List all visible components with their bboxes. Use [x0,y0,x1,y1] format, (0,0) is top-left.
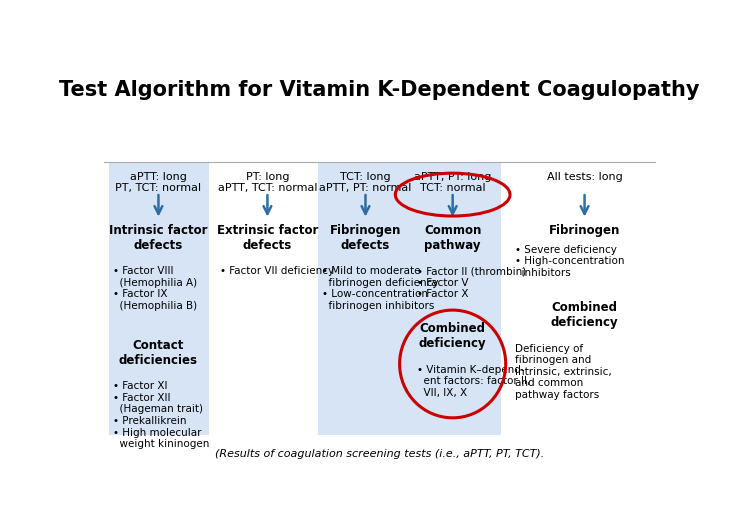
Bar [318,162,412,435]
Text: • Mild to moderate
  fibrinogen deficiency
• Low-concentration
  fibrinogen inhi: • Mild to moderate fibrinogen deficiency… [323,266,439,311]
Text: Test Algorithm for Vitamin K-Dependent Coagulopathy: Test Algorithm for Vitamin K-Dependent C… [59,80,699,100]
Text: • Factor VIII
  (Hemophilia A)
• Factor IX
  (Hemophilia B): • Factor VIII (Hemophilia A) • Factor IX… [113,266,198,311]
Bar [412,162,502,435]
Text: Common
pathway: Common pathway [424,224,481,252]
Text: • Vitamin K–depend-
  ent factors: factor II,
  VII, IX, X: • Vitamin K–depend- ent factors: factor … [417,365,531,398]
Text: All tests: long: All tests: long [547,172,622,182]
Bar [109,162,209,435]
Text: Combined
deficiency: Combined deficiency [419,322,486,350]
Text: aPTT, PT: long
TCT: normal: aPTT, PT: long TCT: normal [414,172,491,193]
Text: • Factor II (thrombin)
• Factor V
• Factor X: • Factor II (thrombin) • Factor V • Fact… [417,266,526,299]
Text: Intrinsic factor
defects: Intrinsic factor defects [110,224,208,252]
Text: (Results of coagulation screening tests (i.e., aPTT, PT, TCT).: (Results of coagulation screening tests … [215,449,544,460]
Text: Fibrinogen
defects: Fibrinogen defects [330,224,401,252]
Text: Contact
deficiencies: Contact deficiencies [119,339,198,367]
Text: PT: long
aPTT, TCT: normal: PT: long aPTT, TCT: normal [218,172,317,193]
Text: TCT: long
aPTT, PT: normal: TCT: long aPTT, PT: normal [319,172,411,193]
Text: Combined
deficiency: Combined deficiency [551,301,619,329]
Text: • Severe deficiency
• High-concentration
  inhibitors: • Severe deficiency • High-concentration… [514,245,624,278]
Text: aPTT: long
PT, TCT: normal: aPTT: long PT, TCT: normal [115,172,201,193]
Text: • Factor VII deficiency: • Factor VII deficiency [221,266,334,276]
Text: • Factor XI
• Factor XII
  (Hageman trait)
• Prekallikrein
• High molecular
  we: • Factor XI • Factor XII (Hageman trait)… [113,381,209,449]
Text: Extrinsic factor
defects: Extrinsic factor defects [217,224,318,252]
Text: Fibrinogen: Fibrinogen [549,224,620,236]
Text: Deficiency of
fibrinogen and
intrinsic, extrinsic,
and common
pathway factors: Deficiency of fibrinogen and intrinsic, … [514,343,611,400]
